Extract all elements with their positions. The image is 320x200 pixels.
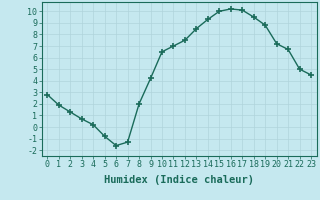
X-axis label: Humidex (Indice chaleur): Humidex (Indice chaleur) [104,175,254,185]
